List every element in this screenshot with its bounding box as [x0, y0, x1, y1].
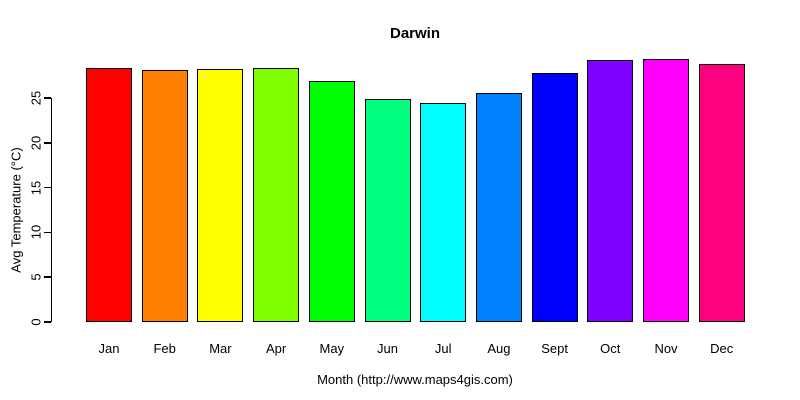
x-tick-label-sept: Sept: [541, 341, 568, 356]
x-tick-label-jun: Jun: [377, 341, 398, 356]
bar-mar: [197, 69, 244, 322]
bar-apr: [253, 68, 300, 322]
x-tick-label-feb: Feb: [153, 341, 176, 356]
y-axis-tick: [43, 186, 51, 189]
chart-title: Darwin: [389, 25, 441, 42]
y-axis-line: [50, 98, 52, 322]
x-tick-label-jan: Jan: [98, 341, 120, 356]
x-tick-label-nov: Nov: [654, 341, 678, 356]
bar-jun: [364, 98, 411, 322]
x-tick-label-may: May: [319, 341, 345, 356]
x-tick-label-apr: Apr: [265, 341, 287, 356]
y-axis-tick: [43, 231, 51, 234]
y-axis-tick: [43, 142, 51, 144]
y-axis-tick-label: 20: [28, 135, 44, 151]
bar-feb: [141, 70, 188, 322]
y-axis-label: Avg Temperature (°C): [8, 147, 24, 273]
bar-may: [308, 80, 355, 322]
bar-aug: [475, 92, 522, 322]
x-tick-label-oct: Oct: [600, 341, 621, 356]
y-axis-tick: [43, 321, 51, 323]
y-axis-tick: [43, 276, 51, 278]
y-axis-tick: [43, 97, 51, 99]
bar-dec: [698, 63, 745, 322]
y-axis-tick-label: 25: [28, 90, 44, 106]
bar-nov: [643, 58, 689, 322]
x-tick-label-aug: Aug: [487, 341, 511, 356]
x-tick-label-dec: Dec: [710, 341, 734, 356]
x-tick-label-jul: Jul: [434, 341, 452, 356]
bar-oct: [587, 60, 634, 322]
bar-jan: [86, 68, 132, 322]
bar-jul: [420, 103, 467, 322]
bar-sept: [531, 72, 578, 322]
x-axis-label: Month (http://www.maps4gis.com): [317, 372, 513, 387]
x-tick-label-mar: Mar: [209, 341, 232, 356]
y-axis-tick-label: 15: [28, 180, 44, 195]
y-axis-tick-label: 5: [28, 273, 44, 281]
y-axis-tick-label: 0: [28, 318, 44, 326]
y-axis-tick-label: 10: [28, 225, 44, 240]
